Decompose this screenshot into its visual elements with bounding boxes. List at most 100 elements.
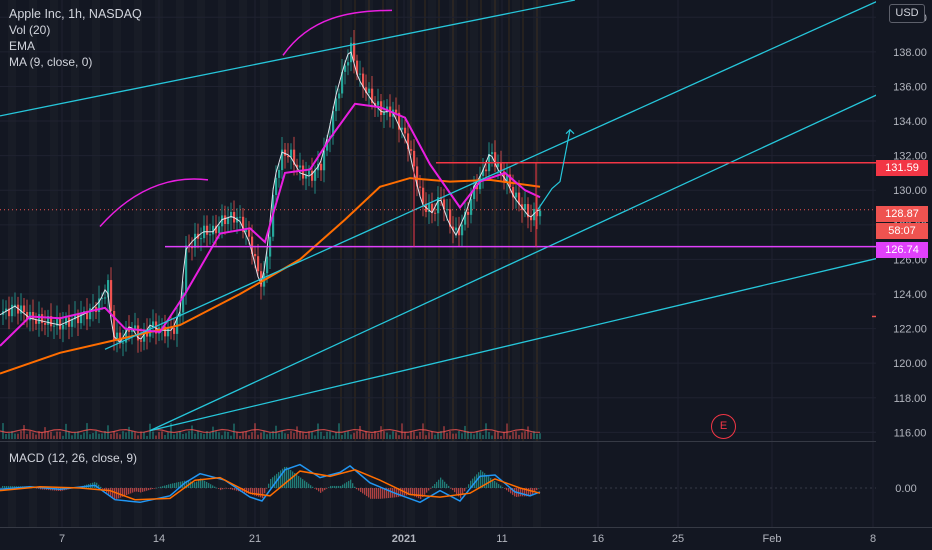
macd-histogram-bar <box>448 485 450 488</box>
candle <box>494 140 497 172</box>
macd-histogram-bar <box>336 485 338 488</box>
indicator-ema-label[interactable]: EMA <box>9 39 36 53</box>
indicator-volume-label[interactable]: Vol (20) <box>9 23 51 37</box>
macd-histogram-bar <box>6 486 8 488</box>
candle-body <box>341 71 344 94</box>
macd-histogram-bar <box>42 488 44 490</box>
candle <box>284 142 287 169</box>
candle-body <box>509 174 512 187</box>
candle-body <box>74 314 77 320</box>
candle <box>224 205 227 235</box>
macd-histogram-bar <box>410 488 412 495</box>
candle-body <box>242 216 245 232</box>
macd-histogram-bar <box>356 488 358 490</box>
macd-histogram-bar <box>192 481 194 488</box>
macd-histogram-bar <box>330 485 332 488</box>
macd-histogram-bar <box>534 488 536 493</box>
macd-label[interactable]: MACD (12, 26, close, 9) <box>9 451 138 465</box>
candle <box>527 197 530 229</box>
volume-bar <box>515 431 517 439</box>
indicator-ma-label[interactable]: MA (9, close, 0) <box>9 55 93 69</box>
candle-body <box>8 308 11 317</box>
candle-body <box>368 88 371 94</box>
candle <box>182 281 185 324</box>
candle-body <box>65 317 68 325</box>
candle <box>335 85 338 121</box>
volume-bar <box>284 433 286 439</box>
macd-histogram-bar <box>136 488 138 492</box>
volume-bar <box>263 431 265 439</box>
volume-bar <box>173 434 175 439</box>
candle-body <box>20 305 23 314</box>
session-stripe <box>508 0 510 441</box>
candle <box>155 313 158 345</box>
price-axis-tick-label: 120.00 <box>893 358 927 370</box>
currency-badge[interactable]: USD <box>889 4 925 23</box>
candle-body <box>323 150 326 171</box>
macd-histogram-bar <box>286 466 288 488</box>
candle-body <box>185 245 188 293</box>
macd-histogram-bar <box>126 488 128 496</box>
cycle-arc <box>282 9 393 56</box>
candle-body <box>416 166 419 187</box>
volume-bar <box>14 433 16 439</box>
candle-body <box>140 340 143 342</box>
volume-bar <box>62 435 64 439</box>
volume-bar <box>377 433 379 439</box>
volume-bar <box>110 433 112 439</box>
volume-bar <box>8 433 10 439</box>
time-axis-tick-label: Feb <box>763 533 782 545</box>
volume-bar <box>161 431 163 439</box>
macd-histogram-bar <box>268 483 270 488</box>
candle-body <box>539 210 542 217</box>
macd-histogram-bar <box>114 488 116 500</box>
volume-bar <box>353 432 355 439</box>
candle-body <box>497 162 500 167</box>
volume-bar <box>500 435 502 439</box>
price-axis-tick-label: 122.00 <box>893 324 927 336</box>
candle-body <box>107 280 110 298</box>
volume-bar <box>422 423 424 439</box>
macd-histogram-bar <box>346 482 348 488</box>
candle-body <box>404 127 407 134</box>
macd-histogram-bar <box>272 477 274 488</box>
macd-histogram-bar <box>308 483 310 488</box>
macd-histogram-bar <box>360 488 362 492</box>
candle-body <box>206 225 209 235</box>
macd-histogram-bar <box>44 488 46 490</box>
candle-body <box>383 112 386 116</box>
earnings-marker[interactable]: E <box>711 414 736 439</box>
macd-histogram-bar <box>538 488 540 489</box>
macd-histogram-bar <box>358 488 360 491</box>
candle <box>266 248 269 283</box>
macd-histogram-bar <box>168 484 170 488</box>
candle-body <box>536 208 539 217</box>
macd-histogram-bar <box>310 485 312 488</box>
candle-body <box>311 170 314 181</box>
macd-axis-tick-label: 0.00 <box>895 483 916 495</box>
candle-body <box>308 170 311 175</box>
macd-histogram-bar <box>400 488 402 497</box>
macd-histogram-bar <box>418 488 420 499</box>
macd-histogram-bar <box>200 478 202 488</box>
time-axis: 7 14 21 2021 11 16 25 Feb 8 <box>0 527 932 545</box>
volume-bar <box>260 432 262 439</box>
trendline <box>0 0 576 117</box>
volume-bar <box>176 432 178 439</box>
candle-body <box>362 73 365 88</box>
candle <box>299 152 302 181</box>
candle-body <box>143 330 146 342</box>
macd-histogram-bar <box>140 488 142 493</box>
volume-bar <box>524 431 526 439</box>
support-price-tag: 126.74 <box>876 242 928 258</box>
volume-bar <box>167 432 169 439</box>
macd-histogram-bar <box>288 468 290 488</box>
volume-bar <box>269 432 271 439</box>
macd-histogram-bar <box>390 488 392 498</box>
candle-body <box>524 204 527 210</box>
candle <box>503 163 506 190</box>
macd-histogram-bar <box>332 485 334 488</box>
candle-body <box>239 216 242 218</box>
macd-histogram-bar <box>150 488 152 490</box>
